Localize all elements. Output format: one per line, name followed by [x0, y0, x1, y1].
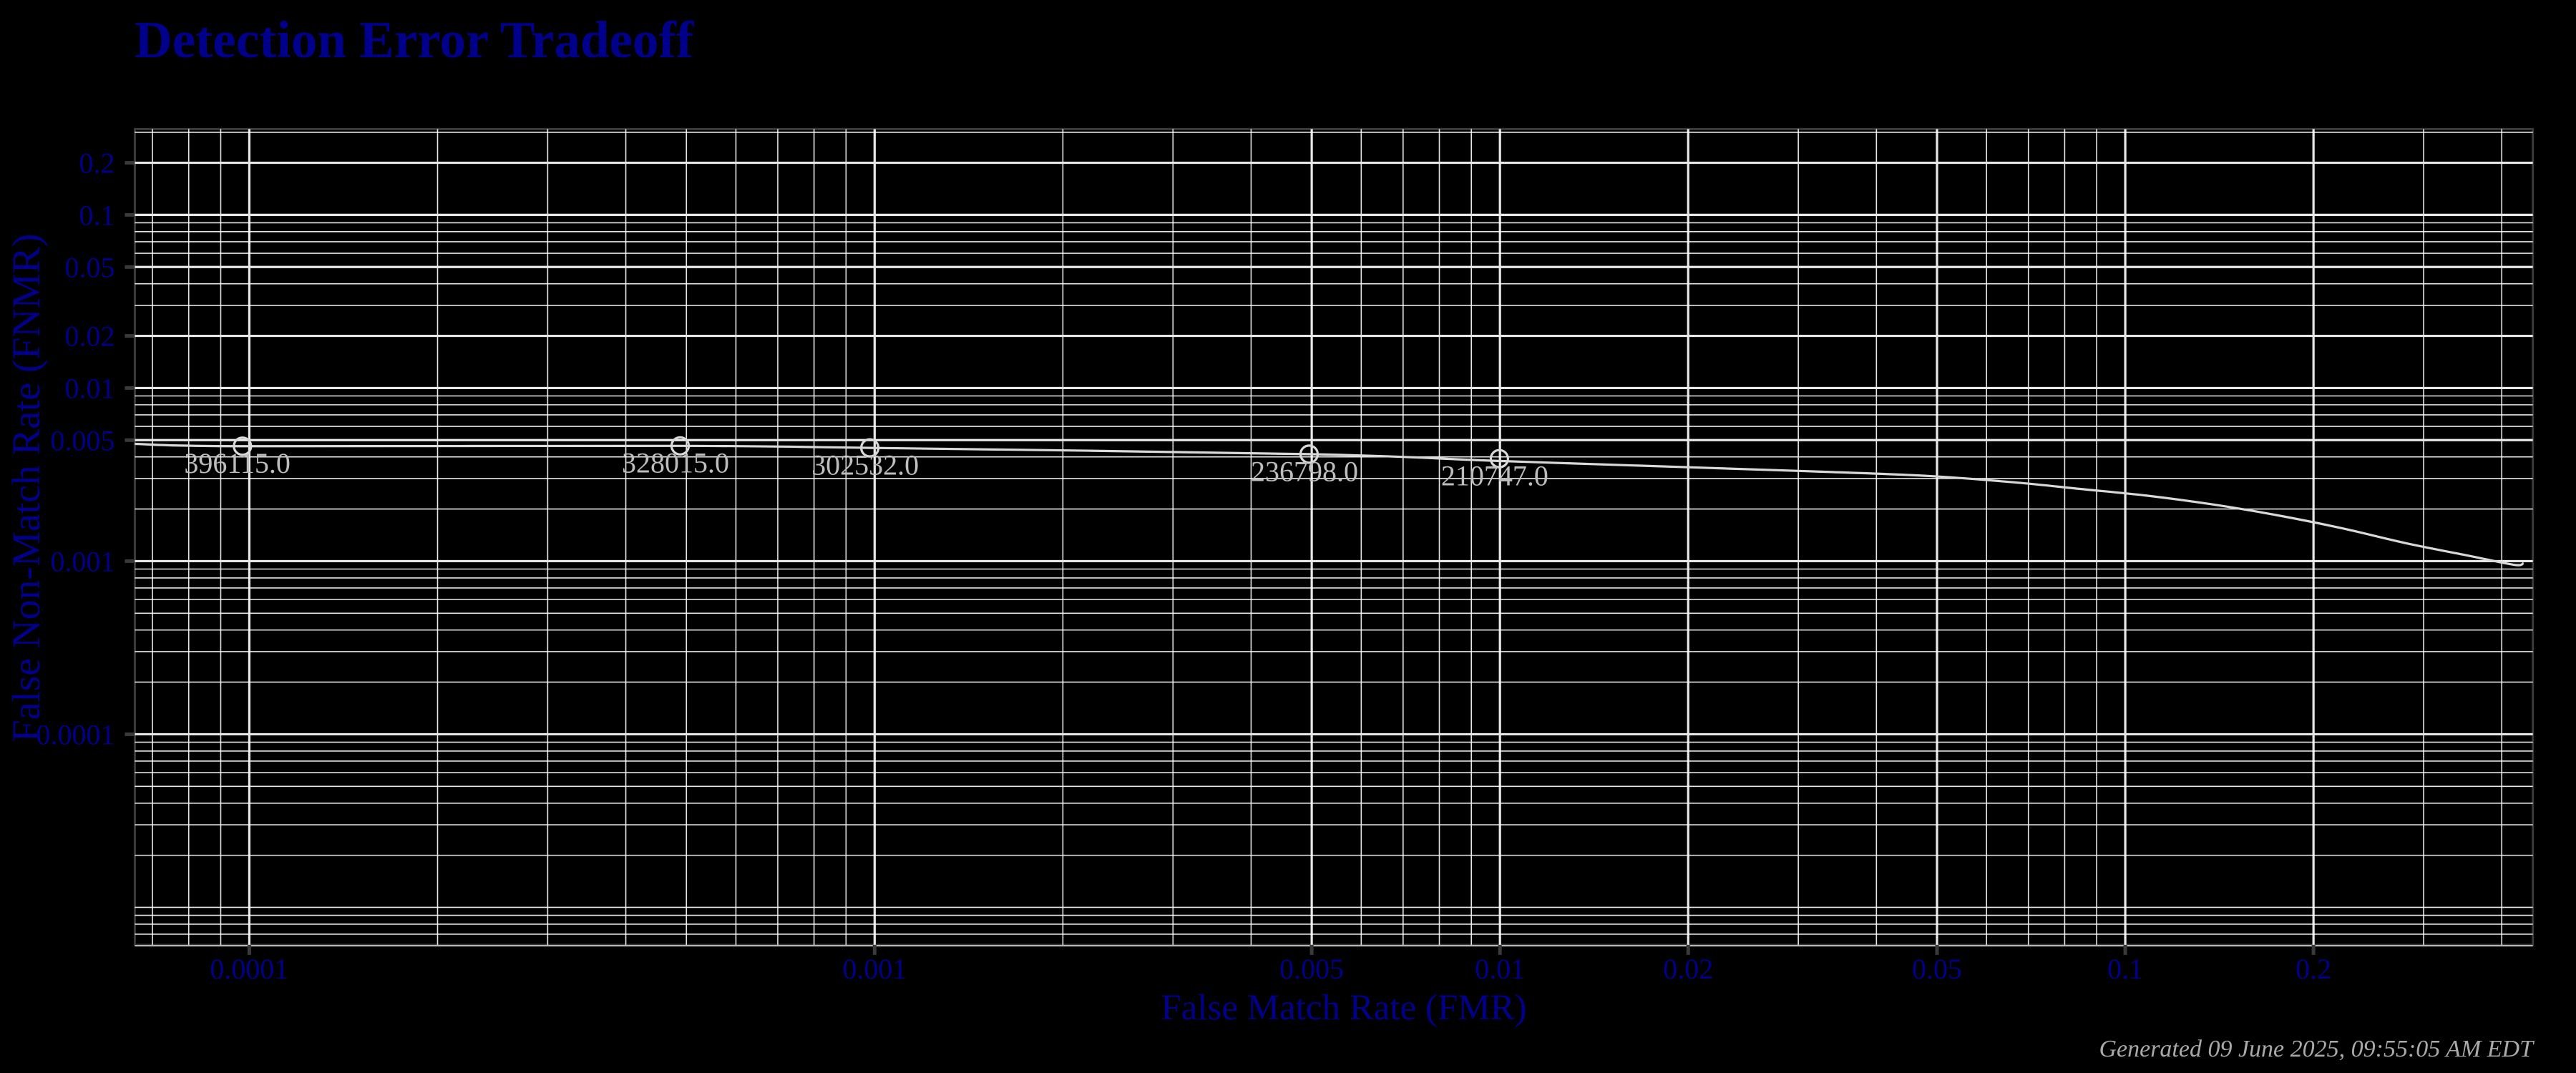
svg-text:0.001: 0.001	[50, 545, 114, 577]
svg-text:0.005: 0.005	[50, 424, 114, 456]
svg-text:0.2: 0.2	[79, 147, 114, 180]
svg-text:0.1: 0.1	[2107, 953, 2143, 985]
svg-text:0.01: 0.01	[64, 372, 114, 404]
svg-text:210747.0: 210747.0	[1441, 460, 1548, 492]
svg-text:302532.0: 302532.0	[811, 449, 919, 481]
svg-text:0.05: 0.05	[64, 251, 114, 283]
svg-text:0.1: 0.1	[79, 199, 114, 231]
svg-text:396115.0: 396115.0	[184, 447, 291, 479]
svg-text:0.0001: 0.0001	[210, 953, 288, 985]
svg-text:Detection Error Tradeoff: Detection Error Tradeoff	[135, 11, 695, 69]
svg-text:0.001: 0.001	[842, 953, 907, 985]
svg-text:Generated 09 June 2025, 09:55:: Generated 09 June 2025, 09:55:05 AM EDT	[2099, 1036, 2534, 1062]
svg-text:0.01: 0.01	[1475, 953, 1525, 985]
svg-text:0.02: 0.02	[1663, 953, 1713, 985]
svg-text:236798.0: 236798.0	[1251, 455, 1358, 487]
svg-text:0.2: 0.2	[2296, 953, 2331, 985]
svg-text:0.05: 0.05	[1912, 953, 1962, 985]
svg-text:False Non-Match Rate (FNMR): False Non-Match Rate (FNMR)	[5, 234, 49, 743]
svg-text:0.02: 0.02	[64, 320, 114, 353]
svg-text:False Match Rate (FMR): False Match Rate (FMR)	[1161, 988, 1526, 1028]
svg-text:0.005: 0.005	[1279, 953, 1344, 985]
svg-text:328015.0: 328015.0	[622, 447, 729, 479]
